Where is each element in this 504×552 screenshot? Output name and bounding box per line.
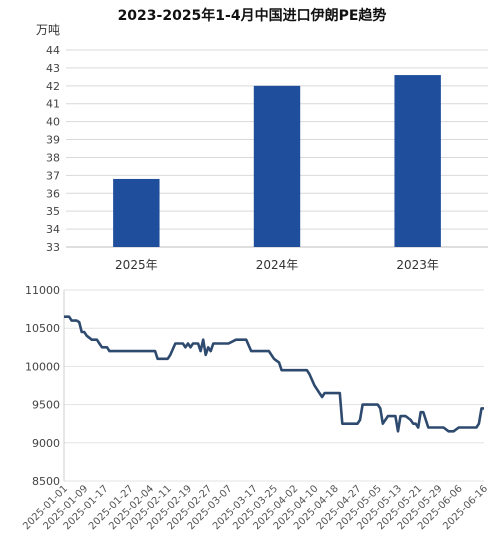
- line-x-tick-label: 2025-03-17: [211, 483, 260, 532]
- line-x-tick-label: 2025-06-16: [441, 483, 490, 532]
- line-x-tick-label: 2025-01-09: [41, 483, 90, 532]
- line-x-tick-label: 2025-04-02: [251, 483, 300, 532]
- bar-category-label: 2023年: [396, 258, 439, 272]
- bar-category-label: 2025年: [115, 258, 158, 272]
- bar: [113, 178, 160, 247]
- bar-y-tick-label: 43: [46, 62, 60, 75]
- line-x-tick-label: 2025-04-10: [272, 483, 321, 532]
- bar-y-tick-label: 39: [46, 134, 60, 147]
- line-x-tick-label: 2025-05-05: [335, 483, 384, 532]
- line-x-tick-label: 2025-04-18: [292, 483, 341, 532]
- series-line: [64, 315, 484, 433]
- line-x-tick-label: 2025-01-17: [62, 483, 111, 532]
- bar-y-tick-label: 42: [46, 80, 60, 93]
- line-y-tick-label: 10000: [25, 360, 60, 373]
- bar-y-tick-label: 41: [46, 98, 60, 111]
- line-x-tick-label: 2025-05-13: [355, 483, 404, 532]
- bar-y-tick-label: 40: [46, 116, 60, 129]
- line-y-tick-label: 11000: [25, 284, 60, 297]
- line-y-tick-label: 9000: [32, 437, 60, 450]
- bar-chart: 2023-2025年1-4月中国进口伊朗PE趋势 万吨 33 34 35 36 37 38…: [36, 7, 488, 272]
- bar-category-label: 2024年: [256, 258, 299, 272]
- line-y-tick-label: 10500: [25, 322, 60, 335]
- chart-title: 2023-2025年1-4月中国进口伊朗PE趋势: [118, 7, 387, 24]
- line-x-tick-label: 2025-01-01: [21, 483, 70, 532]
- y-axis-unit-label: 万吨: [36, 23, 60, 37]
- line-y-tick-label: 8500: [32, 475, 60, 488]
- bar-y-tick-label: 37: [46, 169, 60, 182]
- bar: [394, 75, 441, 247]
- line-x-tick-label: 2025-05-21: [375, 483, 424, 532]
- bar-y-tick-label: 44: [46, 44, 60, 57]
- bar-y-tick-label: 36: [46, 187, 60, 200]
- line-x-tick-label: 2025-06-06: [416, 483, 465, 532]
- line-x-tick-label: 2025-02-19: [145, 483, 194, 532]
- line-x-tick-label: 2025-04-27: [315, 483, 364, 532]
- bar-y-tick-label: 33: [46, 241, 60, 254]
- line-x-tick-label: 2025-02-27: [165, 483, 214, 532]
- line-x-tick-label: 2025-01-27: [87, 483, 136, 532]
- line-x-tick-label: 2025-05-29: [396, 483, 445, 532]
- line-x-tick-label: 2025-02-04: [107, 483, 156, 532]
- bar-y-tick-label: 38: [46, 151, 60, 164]
- line-x-tick-label: 2025-02-11: [125, 483, 174, 532]
- bar-y-tick-label: 34: [46, 223, 60, 236]
- line-x-tick-label: 2025-03-25: [231, 483, 280, 532]
- line-y-tick-label: 9500: [32, 399, 60, 412]
- bar-y-tick-label: 35: [46, 205, 60, 218]
- bar: [253, 85, 301, 248]
- line-x-tick-label: 2025-03-07: [186, 483, 235, 532]
